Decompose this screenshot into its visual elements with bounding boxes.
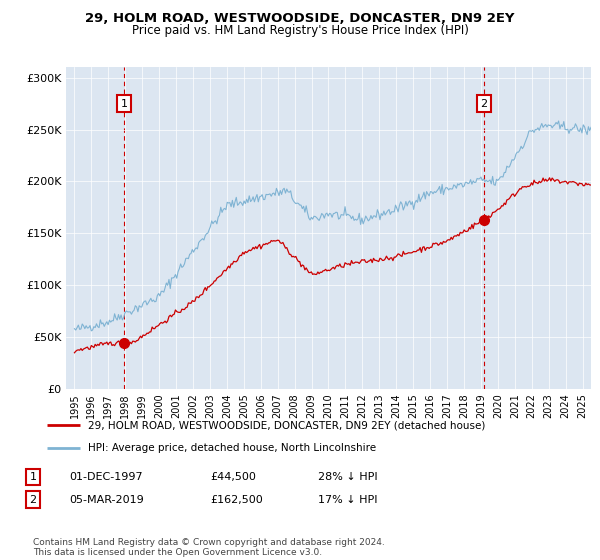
Text: 1: 1 (121, 99, 127, 109)
Text: £44,500: £44,500 (210, 472, 256, 482)
Text: 2: 2 (480, 99, 487, 109)
Text: 17% ↓ HPI: 17% ↓ HPI (318, 494, 377, 505)
Text: 2: 2 (29, 494, 37, 505)
Text: 1: 1 (29, 472, 37, 482)
Text: Price paid vs. HM Land Registry's House Price Index (HPI): Price paid vs. HM Land Registry's House … (131, 24, 469, 36)
Text: 29, HOLM ROAD, WESTWOODSIDE, DONCASTER, DN9 2EY (detached house): 29, HOLM ROAD, WESTWOODSIDE, DONCASTER, … (88, 420, 485, 430)
Text: Contains HM Land Registry data © Crown copyright and database right 2024.
This d: Contains HM Land Registry data © Crown c… (33, 538, 385, 557)
Text: HPI: Average price, detached house, North Lincolnshire: HPI: Average price, detached house, Nort… (88, 444, 376, 454)
Text: 28% ↓ HPI: 28% ↓ HPI (318, 472, 377, 482)
Text: 29, HOLM ROAD, WESTWOODSIDE, DONCASTER, DN9 2EY: 29, HOLM ROAD, WESTWOODSIDE, DONCASTER, … (85, 12, 515, 25)
Text: 05-MAR-2019: 05-MAR-2019 (69, 494, 144, 505)
Text: £162,500: £162,500 (210, 494, 263, 505)
Text: 01-DEC-1997: 01-DEC-1997 (69, 472, 143, 482)
